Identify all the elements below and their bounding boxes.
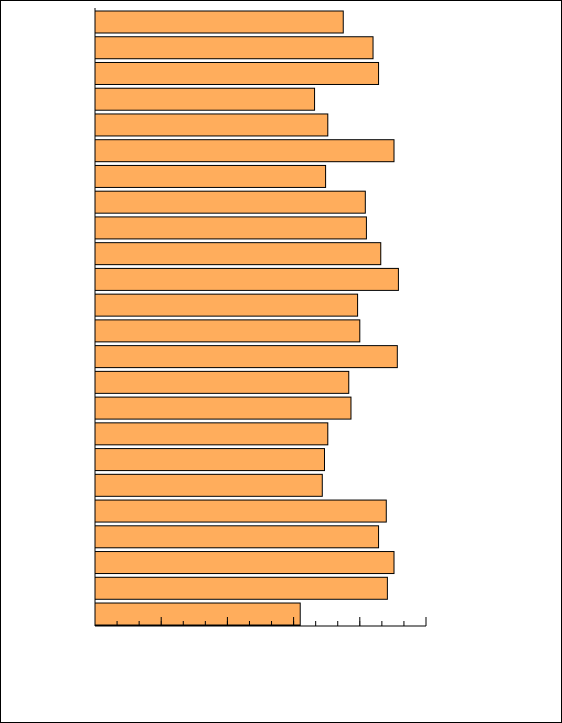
bar — [94, 36, 374, 60]
bar — [94, 319, 361, 343]
bar — [94, 113, 329, 137]
bar — [94, 267, 399, 291]
bar — [94, 164, 327, 188]
bar — [94, 87, 316, 111]
bar — [94, 61, 380, 85]
bar — [94, 499, 387, 523]
bar — [94, 448, 325, 472]
bar — [94, 576, 388, 600]
bar — [94, 551, 395, 575]
bar — [94, 10, 344, 34]
bar — [94, 422, 329, 446]
bar — [94, 345, 398, 369]
bar — [94, 293, 359, 317]
bar — [94, 525, 380, 549]
bar — [94, 190, 366, 214]
bar — [94, 370, 350, 394]
bar — [94, 216, 367, 240]
bar — [94, 242, 382, 266]
bar — [94, 396, 352, 420]
bar — [94, 473, 323, 497]
bar — [94, 602, 301, 626]
bar — [94, 139, 395, 163]
